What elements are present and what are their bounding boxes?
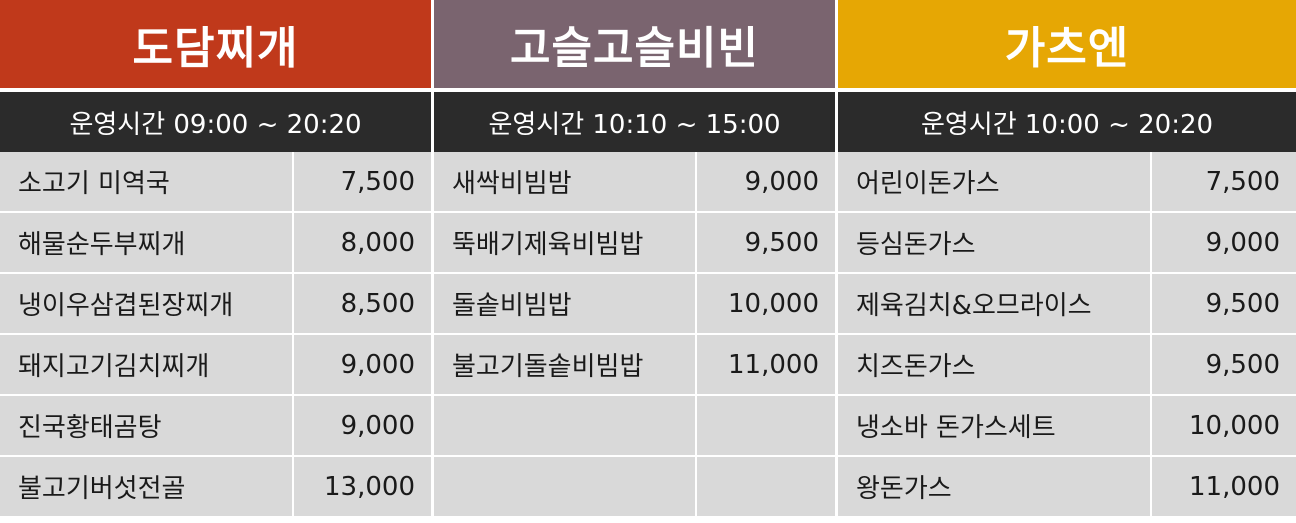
restaurant-section-dodam: 도담찌개 운영시간 09:00 ~ 20:20 소고기 미역국 7,500 해물… [0,0,431,523]
menu-item-name: 불고기버섯전골 [0,457,292,516]
menu-row: 해물순두부찌개 8,000 [0,213,431,272]
menu-item-name: 소고기 미역국 [0,152,292,211]
menu-item-price: 9,500 [1152,274,1296,333]
menu-item-name: 진국황태곰탕 [0,396,292,455]
restaurant-title: 도담찌개 [0,0,431,88]
menu-row: 왕돈가스 11,000 [838,457,1296,516]
menu-item-price [697,396,835,455]
menu-item-price: 11,000 [697,335,835,394]
menu-item-price: 8,500 [294,274,431,333]
menu-row: 소고기 미역국 7,500 [0,152,431,211]
menu-row-empty [434,457,835,516]
menu-item-price: 8,000 [294,213,431,272]
menu-row-empty [434,396,835,455]
menu-item-name: 제육김치&오므라이스 [838,274,1150,333]
menu-item-name: 어린이돈가스 [838,152,1150,211]
menu-item-price: 11,000 [1152,457,1296,516]
menu-item-price: 7,500 [294,152,431,211]
menu-row: 냉이우삼겹된장찌개 8,500 [0,274,431,333]
menu-item-name: 해물순두부찌개 [0,213,292,272]
menu-row: 돌솥비빔밥 10,000 [434,274,835,333]
restaurant-title: 가츠엔 [838,0,1296,88]
operating-hours: 운영시간 10:00 ~ 20:20 [838,92,1296,152]
menu-item-name [434,396,695,455]
menu-row: 냉소바 돈가스세트 10,000 [838,396,1296,455]
menu-item-price: 13,000 [294,457,431,516]
menu-item-price: 9,500 [697,213,835,272]
menu-row: 뚝배기제육비빔밥 9,500 [434,213,835,272]
menu-item-price: 9,000 [697,152,835,211]
menu-row: 등심돈가스 9,000 [838,213,1296,272]
menu-item-name: 돌솥비빔밥 [434,274,695,333]
menu-row: 불고기버섯전골 13,000 [0,457,431,516]
restaurant-title: 고슬고슬비빈 [434,0,835,88]
menu-item-name: 치즈돈가스 [838,335,1150,394]
operating-hours: 운영시간 10:10 ~ 15:00 [434,92,835,152]
menu-item-name: 등심돈가스 [838,213,1150,272]
menu-item-price: 10,000 [697,274,835,333]
menu-row: 돼지고기김치찌개 9,000 [0,335,431,394]
menu-list: 어린이돈가스 7,500 등심돈가스 9,000 제육김치&오므라이스 9,50… [838,152,1296,523]
menu-list: 새싹비빔밤 9,000 뚝배기제육비빔밥 9,500 돌솥비빔밥 10,000 … [434,152,835,523]
menu-item-name: 새싹비빔밤 [434,152,695,211]
menu-item-name: 돼지고기김치찌개 [0,335,292,394]
menu-item-price: 9,000 [294,335,431,394]
restaurant-section-katsuen: 가츠엔 운영시간 10:00 ~ 20:20 어린이돈가스 7,500 등심돈가… [838,0,1296,523]
operating-hours: 운영시간 09:00 ~ 20:20 [0,92,431,152]
menu-item-name: 냉소바 돈가스세트 [838,396,1150,455]
menu-row: 새싹비빔밤 9,000 [434,152,835,211]
menu-row: 치즈돈가스 9,500 [838,335,1296,394]
menu-item-name: 왕돈가스 [838,457,1150,516]
menu-item-name [434,457,695,516]
menu-item-name: 불고기돌솥비빔밥 [434,335,695,394]
menu-item-price: 9,000 [1152,213,1296,272]
menu-row: 어린이돈가스 7,500 [838,152,1296,211]
menu-item-price: 10,000 [1152,396,1296,455]
menu-item-price: 7,500 [1152,152,1296,211]
menu-row: 제육김치&오므라이스 9,500 [838,274,1296,333]
menu-row: 진국황태곰탕 9,000 [0,396,431,455]
menu-item-price [697,457,835,516]
menu-item-name: 냉이우삼겹된장찌개 [0,274,292,333]
menu-item-price: 9,000 [294,396,431,455]
restaurant-section-goseul: 고슬고슬비빈 운영시간 10:10 ~ 15:00 새싹비빔밤 9,000 뚝배… [434,0,835,523]
menu-item-price: 9,500 [1152,335,1296,394]
menu-item-name: 뚝배기제육비빔밥 [434,213,695,272]
menu-list: 소고기 미역국 7,500 해물순두부찌개 8,000 냉이우삼겹된장찌개 8,… [0,152,431,523]
menu-row: 불고기돌솥비빔밥 11,000 [434,335,835,394]
